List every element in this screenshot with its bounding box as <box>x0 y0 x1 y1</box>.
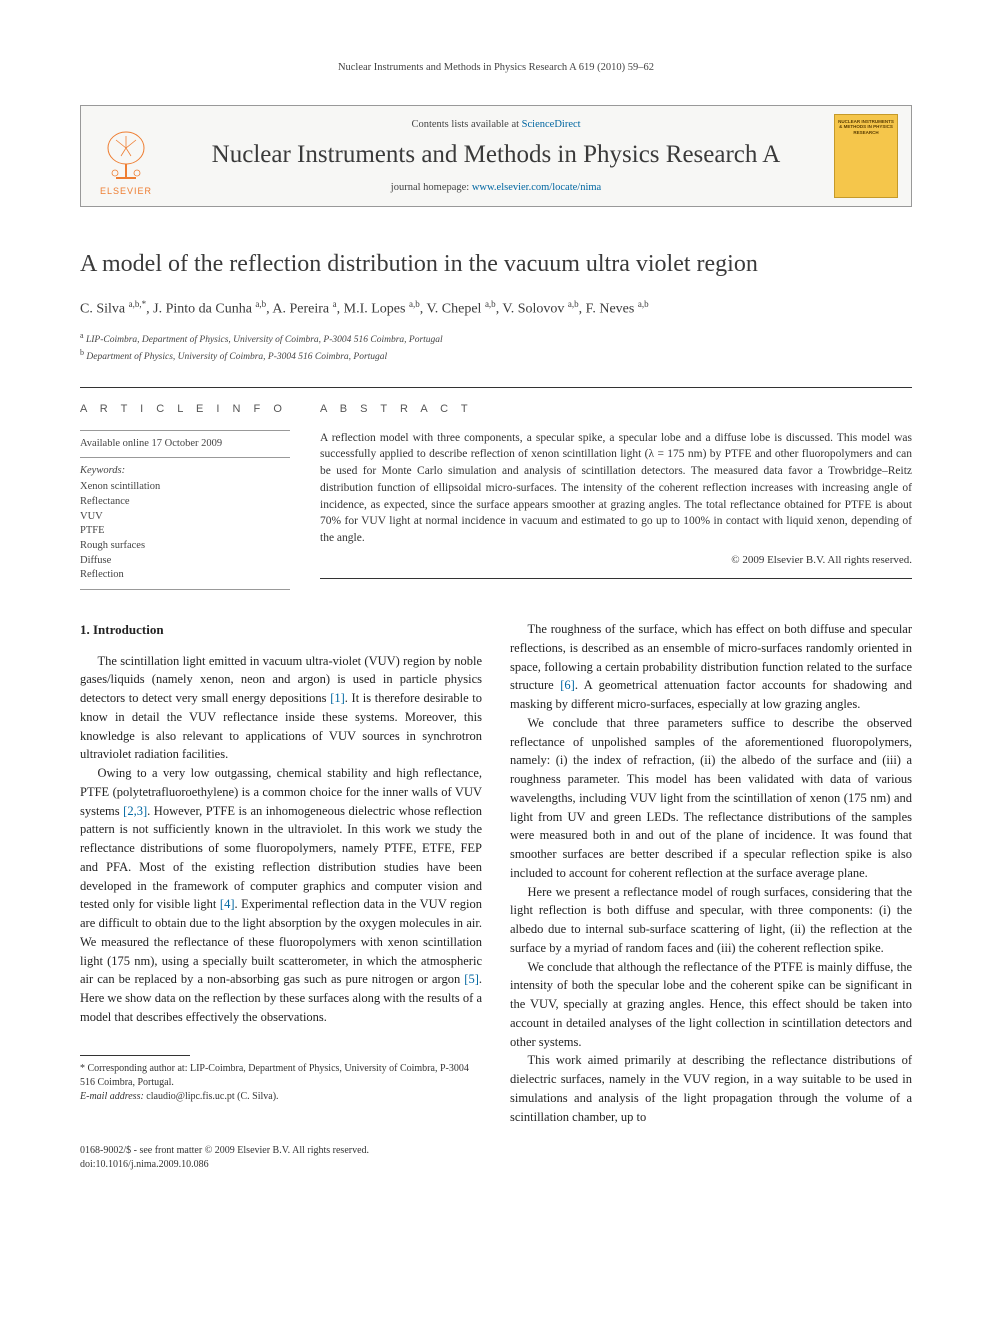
footnote-corr: * Corresponding author at: LIP-Coimbra, … <box>80 1062 482 1090</box>
sciencedirect-link[interactable]: ScienceDirect <box>522 119 581 130</box>
keyword: Xenon scintillation <box>80 480 290 495</box>
body-paragraph: Owing to a very low outgassing, chemical… <box>80 764 482 1027</box>
affiliation-b: b Department of Physics, University of C… <box>80 347 912 364</box>
keyword: Rough surfaces <box>80 539 290 554</box>
keywords-label: Keywords: <box>80 463 290 478</box>
section-1-heading: 1. Introduction <box>80 620 482 640</box>
keyword: Reflection <box>80 568 290 583</box>
footnote-separator <box>80 1055 190 1056</box>
running-header: Nuclear Instruments and Methods in Physi… <box>80 60 912 75</box>
article-body: 1. Introduction The scintillation light … <box>80 620 912 1126</box>
masthead-center: Contents lists available at ScienceDirec… <box>171 106 821 206</box>
journal-masthead: ELSEVIER Contents lists available at Sci… <box>80 105 912 207</box>
body-paragraph: The roughness of the surface, which has … <box>510 620 912 714</box>
affiliation-a: a LIP-Coimbra, Department of Physics, Un… <box>80 330 912 347</box>
masthead-cover-cell: NUCLEAR INSTRUMENTS & METHODS IN PHYSICS… <box>821 106 911 206</box>
email-label: E-mail address: <box>80 1091 144 1102</box>
elsevier-logo: ELSEVIER <box>91 118 161 198</box>
publisher-logo-cell: ELSEVIER <box>81 106 171 206</box>
homepage-prefix: journal homepage: <box>391 182 472 193</box>
contents-available-line: Contents lists available at ScienceDirec… <box>177 117 815 132</box>
keyword: Diffuse <box>80 554 290 569</box>
body-paragraph: Here we present a reflectance model of r… <box>510 883 912 958</box>
bottom-meta: 0168-9002/$ - see front matter © 2009 El… <box>80 1144 912 1172</box>
article-info-heading: A R T I C L E I N F O <box>80 402 290 418</box>
body-paragraph: We conclude that three parameters suffic… <box>510 714 912 883</box>
footnote-email: E-mail address: claudio@lipc.fis.uc.pt (… <box>80 1090 482 1104</box>
body-paragraph: The scintillation light emitted in vacuu… <box>80 652 482 765</box>
keyword: Reflectance <box>80 495 290 510</box>
affiliations: a LIP-Coimbra, Department of Physics, Un… <box>80 330 912 365</box>
article-info-block: A R T I C L E I N F O Available online 1… <box>80 402 290 590</box>
journal-cover-thumb: NUCLEAR INSTRUMENTS & METHODS IN PHYSICS… <box>834 114 898 198</box>
issn-line: 0168-9002/$ - see front matter © 2009 El… <box>80 1144 912 1158</box>
contents-prefix: Contents lists available at <box>411 119 521 130</box>
abstract-text: A reflection model with three components… <box>320 430 912 547</box>
available-online: Available online 17 October 2009 <box>80 430 290 451</box>
abstract-copyright: © 2009 Elsevier B.V. All rights reserved… <box>320 553 912 569</box>
journal-homepage-line: journal homepage: www.elsevier.com/locat… <box>177 180 815 195</box>
corresponding-author-footnote: * Corresponding author at: LIP-Coimbra, … <box>80 1062 482 1104</box>
cover-thumb-label: NUCLEAR INSTRUMENTS & METHODS IN PHYSICS… <box>837 119 895 135</box>
body-paragraph: We conclude that although the reflectanc… <box>510 958 912 1052</box>
article-title: A model of the reflection distribution i… <box>80 247 912 282</box>
body-paragraph: This work aimed primarily at describing … <box>510 1051 912 1126</box>
author-list: C. Silva a,b,*, J. Pinto da Cunha a,b, A… <box>80 298 912 320</box>
journal-homepage-link[interactable]: www.elsevier.com/locate/nima <box>472 182 601 193</box>
elsevier-tree-icon <box>101 128 151 183</box>
email-address[interactable]: claudio@lipc.fis.uc.pt (C. Silva). <box>146 1091 278 1102</box>
publisher-name: ELSEVIER <box>100 185 152 198</box>
keyword: PTFE <box>80 524 290 539</box>
keyword: VUV <box>80 510 290 525</box>
journal-title: Nuclear Instruments and Methods in Physi… <box>177 140 815 170</box>
abstract-block: A B S T R A C T A reflection model with … <box>320 402 912 590</box>
doi-line: doi:10.1016/j.nima.2009.10.086 <box>80 1158 912 1172</box>
abstract-heading: A B S T R A C T <box>320 402 912 418</box>
